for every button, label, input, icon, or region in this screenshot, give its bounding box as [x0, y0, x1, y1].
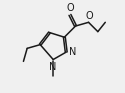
Text: O: O [85, 11, 93, 21]
Text: O: O [66, 3, 74, 13]
Text: N: N [49, 62, 57, 72]
Text: N: N [68, 47, 76, 57]
